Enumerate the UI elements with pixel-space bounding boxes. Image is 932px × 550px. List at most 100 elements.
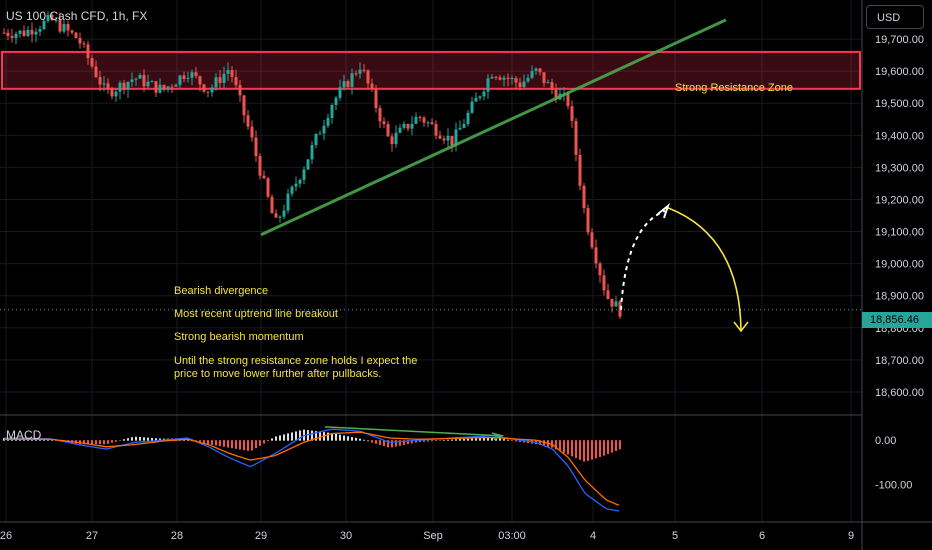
macd-histogram-bar [455, 439, 457, 441]
macd-histogram-bar [447, 439, 449, 441]
macd-histogram-bar [423, 440, 425, 442]
time-axis: 26 27 28 29 30 Sep 03:00 4 5 6 9 [0, 530, 854, 542]
candle-body [594, 247, 598, 264]
candle-body [258, 156, 262, 176]
currency-button[interactable]: USD [866, 5, 924, 29]
macd-histogram-bar [307, 430, 309, 441]
candle-body [354, 73, 358, 75]
candle-body [170, 86, 174, 88]
candle-body [174, 84, 178, 87]
candle-body [214, 77, 218, 88]
candle-body [430, 122, 434, 125]
candle-body [122, 82, 126, 90]
candle-body [414, 116, 418, 124]
macd-histogram-bar [215, 440, 217, 446]
last-price-badge: 18,856.46 [862, 312, 932, 328]
time-tick-label: Sep [423, 530, 443, 542]
candle-body [98, 77, 102, 85]
macd-histogram-bar [111, 440, 113, 443]
macd-histogram-bar [247, 440, 249, 451]
macd-histogram-bar [551, 440, 553, 448]
macd-histogram-bar [211, 440, 213, 445]
candle-body [86, 44, 90, 59]
candle-body [586, 208, 590, 233]
annotation-momentum: Strong bearish momentum [174, 331, 304, 343]
macd-histogram-bar [343, 435, 345, 441]
annotation-note-line2: price to move lower further after pullba… [174, 368, 382, 380]
candle-body [378, 108, 382, 122]
macd-histogram-bar [515, 440, 517, 442]
signal-line [4, 431, 620, 506]
macd-histogram-bar [251, 440, 253, 451]
macd-histogram-bar [595, 440, 597, 459]
candle-body [530, 70, 534, 78]
candle-body [470, 101, 474, 113]
candle-body [518, 82, 522, 88]
macd-histogram-bar [271, 438, 273, 441]
candle-body [250, 126, 254, 138]
macd-label: MACD [6, 428, 42, 442]
annotation-bearish-divergence: Bearish divergence [174, 285, 269, 297]
macd-histogram-bar [135, 436, 137, 441]
candle-body [162, 84, 166, 90]
candle-body [274, 213, 278, 218]
candle-body [542, 72, 546, 84]
candle-body [434, 124, 438, 136]
pullback-arrow [620, 209, 666, 310]
macd-histogram-bar [139, 437, 141, 441]
macd-histogram-bar [599, 440, 601, 457]
candle-body [246, 115, 250, 127]
candle-body [30, 29, 34, 35]
candle-body [70, 30, 74, 33]
macd-histogram-bar [243, 440, 245, 451]
uptrend-line[interactable] [260, 18, 727, 237]
price-tick-label: 18,700.00 [875, 355, 924, 367]
divergence-line [324, 426, 501, 437]
candle-body [118, 82, 122, 92]
candle-body [370, 83, 374, 90]
macd-histogram-bar [571, 440, 573, 457]
macd-histogram-bar [347, 436, 349, 441]
macd-histogram-bar [587, 440, 589, 461]
candle-body [38, 28, 42, 32]
macd-histogram-bar [463, 438, 465, 441]
candle-body [314, 133, 318, 146]
macd-histogram-bar [399, 440, 401, 446]
candle-body [194, 72, 198, 77]
time-tick-label: 4 [590, 530, 596, 542]
candle-body [166, 86, 170, 90]
macd-histogram-bar [127, 438, 129, 441]
candle-body [18, 30, 22, 34]
candle-body [534, 68, 538, 71]
macd-histogram-bar [143, 437, 145, 441]
macd-histogram-bar [51, 439, 53, 441]
price-tick-label: 18,900.00 [875, 291, 924, 303]
time-tick-label: 30 [340, 530, 352, 542]
macd-histogram-bar [467, 438, 469, 441]
candle-body [286, 193, 290, 211]
candle-body [234, 77, 238, 86]
candle-body [270, 196, 274, 214]
pullback-arrow-head [657, 202, 671, 219]
candle-body [54, 19, 58, 21]
macd-histogram-bar [575, 440, 577, 459]
macd-histogram-bar [115, 440, 117, 442]
candle-body [514, 78, 518, 83]
macd-histogram-bar [103, 440, 105, 445]
macd-histogram-bar [159, 438, 161, 441]
candle-body [438, 135, 442, 139]
macd-histogram-bar [419, 440, 421, 442]
candle-body [114, 91, 118, 97]
candle-body [582, 185, 586, 209]
macd-histogram-bar [363, 439, 365, 441]
candles [2, 11, 622, 320]
candle-body [550, 82, 554, 90]
projection-arrows [620, 202, 749, 333]
candle-body [566, 93, 570, 107]
macd-histogram-bar [275, 436, 277, 441]
macd-histogram-bar [87, 440, 89, 445]
macd-histogram-bar [207, 440, 209, 445]
macd-histogram-bar [583, 440, 585, 462]
macd-histogram-bar [427, 440, 429, 442]
